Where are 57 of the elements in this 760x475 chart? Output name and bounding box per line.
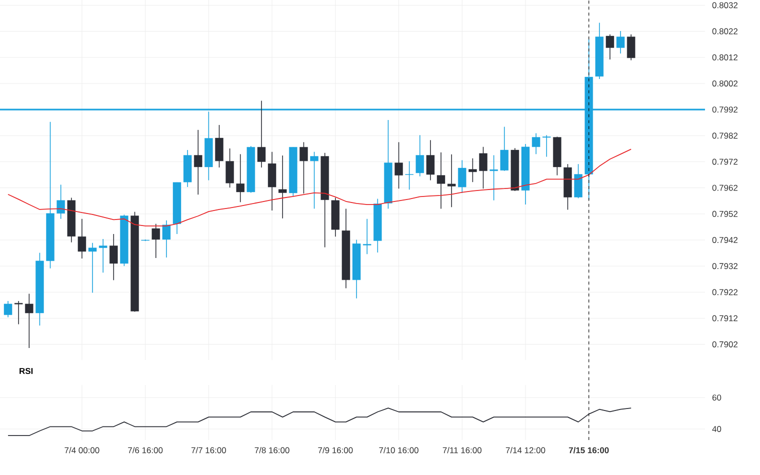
- candlestick: [14, 300, 23, 325]
- y-tick-label: 0.8002: [712, 80, 738, 86]
- chart-title: RSI: [20, 368, 33, 374]
- x-tick-label: 7/6 16:00: [128, 447, 163, 454]
- x-tick-label: 7/9 16:00: [318, 447, 353, 454]
- candlestick: [257, 100, 266, 168]
- candlestick: [479, 146, 488, 190]
- candlestick: [405, 160, 414, 190]
- candlestick: [300, 142, 308, 194]
- candlestick: [25, 293, 34, 348]
- y-tick-label: 0.7952: [712, 210, 738, 217]
- candlestick: [542, 134, 551, 158]
- x-tick-label: 7/7 16:00: [191, 447, 226, 454]
- candlestick: [4, 300, 12, 318]
- x-tick-label: 7/14 12:00: [506, 447, 546, 454]
- candlestick: [194, 130, 202, 196]
- candlestick: [236, 154, 244, 203]
- y-tick-label: 0.7942: [712, 237, 738, 243]
- y-tick-label: 40: [712, 426, 722, 432]
- candlestick: [268, 151, 276, 211]
- x-tick-label: 7/10 16:00: [379, 447, 418, 454]
- y-tick-label: 0.7992: [712, 106, 738, 113]
- y-tick-label: 0.7972: [712, 158, 738, 165]
- candlestick: [606, 34, 614, 60]
- candlestick: [310, 151, 318, 210]
- x-tick-label: 7/8 16:00: [254, 447, 290, 454]
- candlestick: [490, 154, 498, 201]
- candlestick: [278, 155, 287, 219]
- y-tick-label: 0.7982: [712, 132, 738, 139]
- candlestick: [56, 184, 65, 220]
- candlestick: [215, 124, 224, 168]
- y-tick-label: 0.7912: [712, 315, 738, 322]
- candlestick: [162, 220, 171, 258]
- x-tick-label: 7/11 16:00: [442, 447, 482, 454]
- y-tick-label: 0.8012: [712, 54, 738, 60]
- candlestick: [226, 148, 234, 188]
- x-tick-label: 7/4 00:00: [64, 447, 100, 454]
- candlestick: [152, 223, 160, 258]
- y-tick-label: 0.7932: [712, 263, 738, 270]
- candlestick: [616, 30, 625, 54]
- candlestick: [500, 126, 508, 172]
- candlestick: [626, 34, 636, 61]
- y-tick-label: 60: [712, 394, 722, 401]
- candlestick: [78, 218, 86, 259]
- candlestick: [458, 160, 466, 194]
- y-tick-label: 0.8032: [712, 2, 738, 8]
- candlestick: [574, 164, 582, 199]
- x-tick-label: 7/15 16:00: [568, 447, 609, 454]
- y-tick-label: 0.7922: [712, 289, 738, 296]
- candlestick: [394, 142, 403, 190]
- candlestick: [416, 134, 424, 177]
- y-tick-label: 0.7962: [712, 184, 738, 191]
- candlestick: [468, 158, 477, 182]
- candlestick: [110, 234, 118, 281]
- y-tick-label: 0.8022: [712, 28, 738, 34]
- y-tick-label: 0.7902: [712, 341, 738, 348]
- candlestick: [426, 140, 435, 181]
